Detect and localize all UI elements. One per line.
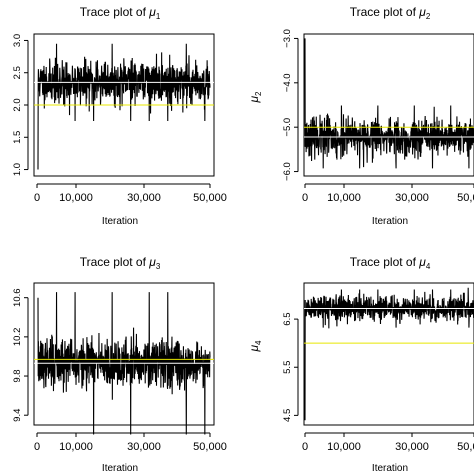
title-subscript: 4 [426, 262, 431, 271]
x-tick-label: 0 [34, 192, 40, 204]
x-tick-label: 10,000 [59, 192, 93, 204]
y-tick-label: 2.5 [12, 66, 23, 79]
x-tick-label: 10,000 [327, 192, 361, 204]
x-tick-label: 30,000 [127, 192, 161, 204]
y-tick-label: 1.0 [12, 163, 23, 176]
y-tick-label: 4.5 [282, 409, 293, 422]
x-axis-label: Iteration [372, 216, 408, 227]
y-tick-label: 9.4 [12, 409, 23, 422]
trace-panel-1: Trace plot of μ1 1.0 1.5 2.0 2.5 3.0 0 10,000 30… [12, 5, 227, 227]
x-tick-label: 30,000 [127, 441, 161, 453]
x-axis-label: Iteration [102, 216, 138, 227]
y-label-symbol: μ [247, 345, 261, 353]
y-label-symbol: μ [247, 96, 261, 104]
y-tick-label: 9.8 [12, 369, 23, 382]
panel-title: Trace plot of μ1 [80, 5, 161, 21]
title-symbol: μ [148, 5, 156, 19]
plot-frame [303, 33, 474, 177]
x-tick-label: 30,000 [395, 192, 429, 204]
x-axis-label: Iteration [372, 463, 408, 474]
title-subscript: 1 [156, 12, 161, 21]
panel-title: Trace plot of μ4 [350, 255, 431, 271]
title-prefix: Trace plot of [350, 5, 420, 19]
y-tick-label: 10.2 [12, 328, 23, 347]
y-axis-label: μ4 [247, 340, 263, 353]
y-tick-label: 6.5 [282, 312, 293, 325]
x-tick-label: 10,000 [327, 441, 361, 453]
x-tick-label: 50,000 [193, 441, 227, 453]
x-axis-label: Iteration [102, 463, 138, 474]
x-tick-label: 30,000 [395, 441, 429, 453]
trace-panel-4: Trace plot of μ44.55.56.50 10,000 30,000 50… [247, 255, 474, 474]
y-tick-label: −5.0 [282, 118, 293, 137]
x-tick-label: 10,000 [59, 441, 93, 453]
panel-title: Trace plot of μ3 [80, 255, 161, 271]
y-tick-label: 5.5 [282, 361, 293, 374]
y-axis-label: μ2 [247, 91, 263, 104]
y-label-subscript: 4 [254, 340, 263, 345]
y-tick-label: 10.6 [12, 288, 23, 307]
trace-series [304, 38, 474, 169]
trace-panel-2: Trace plot of μ2−3.0−4.0−5.0−6.00 10,000 3… [247, 5, 474, 227]
y-label-subscript: 2 [254, 91, 263, 96]
x-tick-label: 50,000 [457, 441, 474, 453]
x-tick-label: 0 [302, 441, 308, 453]
y-tick-label: −6.0 [282, 162, 293, 181]
title-subscript: 3 [156, 262, 161, 271]
trace-series [37, 43, 211, 170]
plot-frame [303, 282, 474, 426]
title-prefix: Trace plot of [80, 5, 150, 19]
title-subscript: 2 [426, 12, 431, 21]
y-tick-label: −4.0 [282, 73, 293, 92]
plot-frame [33, 282, 215, 426]
title-prefix: Trace plot of [80, 255, 150, 269]
y-tick-label: −3.0 [282, 29, 293, 48]
y-tick-label: 3.0 [12, 34, 23, 47]
panel-title: Trace plot of μ2 [350, 5, 431, 21]
y-tick-label: 2.0 [12, 98, 23, 111]
x-tick-label: 50,000 [457, 192, 474, 204]
trace-panel-3: Trace plot of μ3 9.4 9.8 10.2 10.6 0 10,000 30,… [12, 255, 227, 474]
title-symbol: μ [148, 255, 156, 269]
x-tick-label: 50,000 [193, 192, 227, 204]
y-tick-label: 1.5 [12, 131, 23, 144]
trace-series [304, 287, 474, 421]
x-tick-label: 0 [34, 441, 40, 453]
title-symbol: μ [418, 255, 426, 269]
title-prefix: Trace plot of [350, 255, 420, 269]
x-tick-label: 0 [302, 192, 308, 204]
title-symbol: μ [418, 5, 426, 19]
